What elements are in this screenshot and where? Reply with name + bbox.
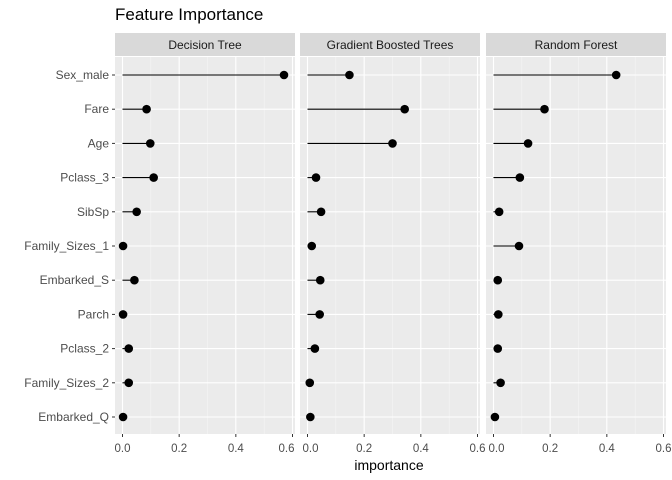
data-point: [149, 173, 158, 182]
data-point: [515, 173, 525, 182]
data-point: [496, 378, 505, 388]
x-tick-label: 0.0: [489, 443, 505, 455]
facet-panel: Random Forest 0.0 0.2 0.4 0.6: [486, 33, 672, 455]
facet-strip: [115, 33, 295, 56]
data-point: [316, 207, 326, 217]
x-tick-label: 0.4: [599, 443, 616, 455]
y-category-label: Pclass_3: [60, 171, 109, 185]
data-point: [118, 310, 128, 319]
data-point: [388, 139, 397, 148]
x-tick-label: 0.6: [656, 443, 672, 455]
facet-strip-label: Random Forest: [535, 38, 618, 52]
x-tick-label: 0.0: [115, 443, 131, 455]
data-point: [306, 412, 315, 422]
data-point: [310, 344, 320, 353]
y-category-label: Age: [88, 136, 110, 150]
data-point: [494, 310, 503, 319]
data-point: [307, 241, 317, 251]
data-point: [345, 70, 354, 80]
data-point: [118, 241, 128, 251]
y-category-label: Pclass_2: [60, 342, 109, 356]
x-tick-label: 0.4: [413, 443, 430, 455]
y-category-label: Family_Sizes_1: [24, 239, 109, 253]
data-point: [494, 207, 504, 217]
data-point: [493, 275, 503, 285]
data-point: [315, 310, 324, 319]
data-point: [514, 241, 524, 251]
data-point: [611, 70, 621, 80]
data-point: [118, 412, 128, 422]
data-point: [124, 344, 134, 353]
facet-strip-label: Gradient Boosted Trees: [327, 38, 454, 52]
data-point: [145, 139, 155, 148]
facet-strip-label: Decision Tree: [168, 38, 242, 52]
data-point: [315, 275, 325, 285]
y-category-label: Sex_male: [56, 68, 110, 82]
data-point: [130, 275, 139, 285]
x-tick-label: 0.2: [542, 443, 558, 455]
facet-panel: Decision Tree 0.0 0.2 0.4 0.6: [115, 33, 295, 455]
y-category-label: SibSp: [77, 205, 109, 219]
x-tick-label: 0.6: [470, 443, 486, 455]
facet-strip: [486, 33, 666, 56]
y-category-label: Embarked_S: [40, 273, 109, 287]
data-point: [305, 378, 315, 388]
y-category-label: Embarked_Q: [38, 410, 109, 424]
x-tick-label: 0.2: [171, 443, 187, 455]
x-tick-label: 0.0: [303, 443, 319, 455]
y-category-label: Parch: [78, 307, 109, 321]
x-axis-title: importance: [354, 457, 423, 473]
x-tick-label: 0.4: [228, 443, 245, 455]
data-point: [142, 104, 151, 114]
data-point: [490, 412, 500, 422]
data-point: [124, 378, 134, 388]
facet-panel: Gradient Boosted Trees 0.0 0.2 0.4 0.6: [300, 33, 486, 455]
data-point: [132, 207, 141, 217]
chart-title: Feature Importance: [115, 5, 263, 24]
y-category-label: Fare: [84, 102, 109, 116]
facet-strip: [300, 33, 480, 56]
x-tick-label: 0.6: [279, 443, 295, 455]
x-tick-label: 0.2: [356, 443, 372, 455]
data-point: [400, 104, 409, 114]
y-category-label: Family_Sizes_2: [24, 376, 109, 390]
data-point: [279, 70, 289, 80]
data-point: [311, 173, 321, 182]
data-point: [540, 104, 549, 114]
data-point: [523, 139, 533, 148]
data-point: [493, 344, 503, 353]
